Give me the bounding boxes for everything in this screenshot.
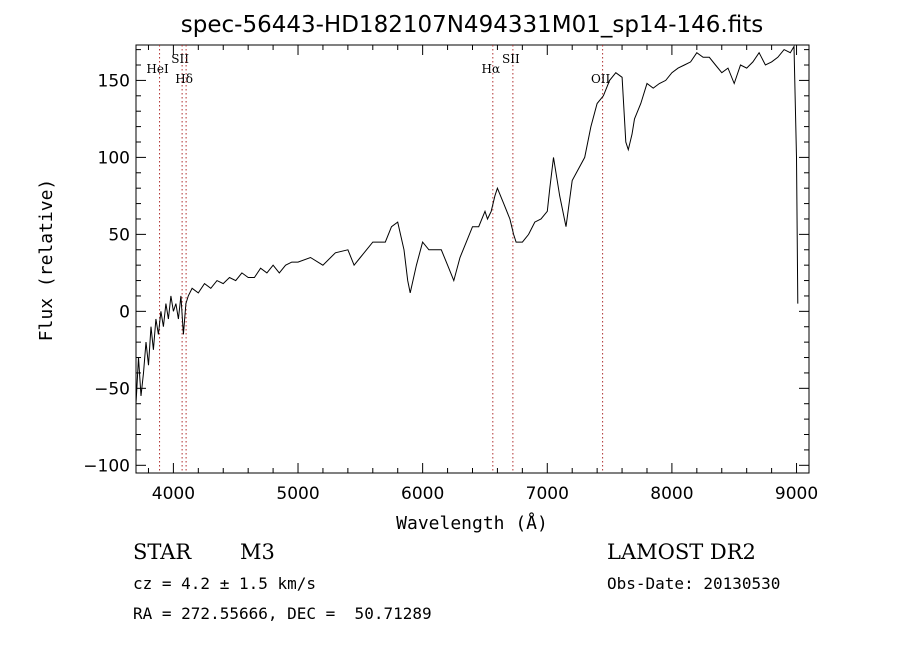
spectral-line-label: Hδ bbox=[175, 72, 193, 86]
x-tick-label: 9000 bbox=[775, 484, 818, 504]
x-axis-label: Wavelength (Å) bbox=[396, 512, 548, 534]
x-tick-label: 6000 bbox=[401, 484, 444, 504]
spectral-line-label: SII bbox=[502, 52, 520, 66]
y-tick-label: −100 bbox=[83, 456, 130, 476]
x-tick-label: 7000 bbox=[526, 484, 569, 504]
x-tick-label: 8000 bbox=[650, 484, 693, 504]
axis-ticks: 4000 5000 6000 7000 8000 9000 −100 −50 0 50 100 150 bbox=[83, 45, 818, 504]
y-axis-label: Flux (relative) bbox=[36, 179, 57, 342]
x-tick-label: 4000 bbox=[152, 484, 195, 504]
spectrum-series-line bbox=[135, 44, 799, 404]
y-tick-label: 100 bbox=[98, 148, 130, 168]
redshift-velocity: cz = 4.2 ± 1.5 km/s bbox=[133, 574, 317, 593]
chart-title: spec-56443-HD182107N494331M01_sp14-146.f… bbox=[181, 12, 763, 38]
survey-name: LAMOST DR2 bbox=[607, 540, 756, 564]
spectral-line-label: HeI bbox=[146, 62, 169, 76]
y-tick-label: 50 bbox=[108, 225, 130, 245]
coordinates: RA = 272.55666, DEC = 50.71289 bbox=[133, 604, 432, 623]
spectral-line-label: Hα bbox=[482, 62, 501, 76]
spectral-line-label: SII bbox=[171, 52, 189, 66]
x-tick-label: 5000 bbox=[276, 484, 319, 504]
observation-date: Obs-Date: 20130530 bbox=[607, 574, 781, 593]
spectral-line-label: OII bbox=[591, 72, 611, 86]
y-tick-label: 0 bbox=[119, 302, 130, 322]
y-tick-label: 150 bbox=[98, 71, 130, 91]
plot-frame bbox=[135, 44, 810, 474]
spectral-subclass: M3 bbox=[240, 540, 275, 564]
object-type: STAR bbox=[133, 540, 192, 564]
y-tick-label: −50 bbox=[94, 379, 130, 399]
